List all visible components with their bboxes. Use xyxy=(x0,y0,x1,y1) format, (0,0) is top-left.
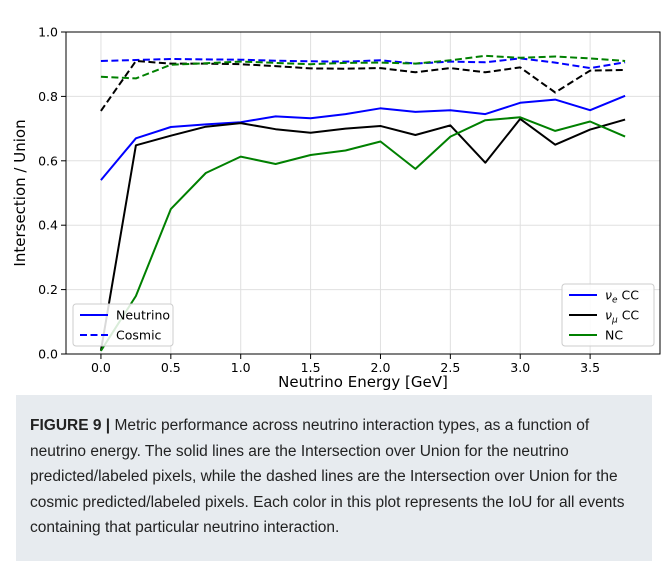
iou-line-chart: 0.0 0.5 1.0 1.5 2.0 2.5 3.0 3.5 0.0 0.2 0.4 0.6 0.8 1… xyxy=(11,25,661,391)
y-tick-label: 0.0 xyxy=(38,347,58,362)
caption-label: FIGURE 9 | xyxy=(30,417,111,434)
series-line-neutrino-2 xyxy=(100,116,626,352)
x-tick-label: 2.0 xyxy=(371,360,391,375)
x-tick-label: 3.0 xyxy=(510,360,530,375)
x-tick-label: 0.5 xyxy=(161,360,181,375)
series-line-cosmic-5 xyxy=(100,54,626,80)
figure-caption: FIGURE 9 | Metric performance across neu… xyxy=(16,395,652,561)
x-axis-label: Neutrino Energy [GeV] xyxy=(278,373,448,391)
axis-ticks: 0.0 0.5 1.0 1.5 2.0 2.5 3.0 3.5 0.0 0.2 0.4 0.6 0.8 1… xyxy=(38,25,600,376)
legend-label: Neutrino xyxy=(116,308,170,323)
y-tick-label: 0.4 xyxy=(38,218,58,233)
series-line-cosmic-4 xyxy=(100,60,626,112)
series-line-neutrino-0 xyxy=(100,94,626,181)
x-tick-label: 0.0 xyxy=(91,360,111,375)
y-tick-label: 0.6 xyxy=(38,153,58,168)
legend-interaction-type: νe CC νμ CC NC xyxy=(561,283,655,347)
y-axis-label: Intersection / Union xyxy=(11,119,29,266)
y-tick-label: 0.8 xyxy=(38,89,58,104)
x-tick-label: 1.0 xyxy=(231,360,251,375)
legend-label: NC xyxy=(605,328,623,343)
x-tick-label: 1.5 xyxy=(301,360,321,375)
caption-text: Metric performance across neutrino inter… xyxy=(30,417,625,536)
series-line-cosmic-3 xyxy=(100,57,626,70)
series-lines xyxy=(99,54,626,352)
x-tick-label: 3.5 xyxy=(580,360,600,375)
series-line-neutrino-1 xyxy=(99,117,626,351)
y-tick-label: 0.2 xyxy=(38,282,58,297)
legend-frame xyxy=(561,283,655,347)
legend-label: νe CC xyxy=(605,288,639,306)
plot-area xyxy=(66,32,660,354)
plot-frame xyxy=(65,31,661,355)
x-tick-label: 2.5 xyxy=(440,360,460,375)
legend-line-type: Neutrino Cosmic xyxy=(72,303,174,347)
y-tick-label: 1.0 xyxy=(38,25,58,40)
legend-label: νμ CC xyxy=(605,308,639,326)
legend-label: Cosmic xyxy=(116,328,162,343)
